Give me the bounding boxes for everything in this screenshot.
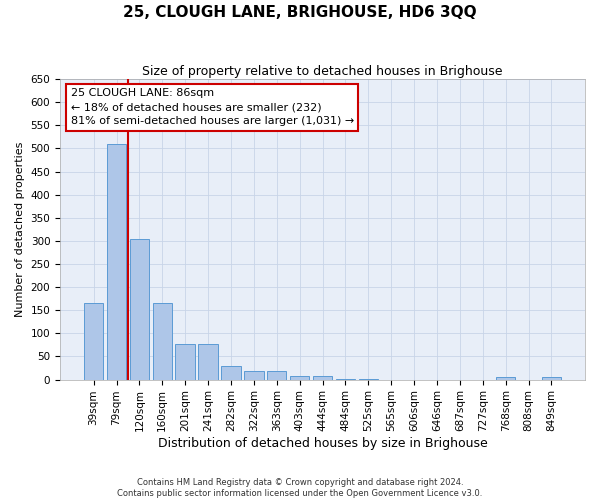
Bar (152, 304, 172, 380)
Bar (335, 378, 355, 380)
Bar (542, 378, 561, 380)
Y-axis label: Number of detached properties: Number of detached properties (15, 142, 25, 317)
Bar (175, 344, 195, 380)
Bar (290, 376, 310, 380)
Bar (107, 144, 126, 380)
Bar (199, 344, 218, 380)
Title: Size of property relative to detached houses in Brighouse: Size of property relative to detached ho… (142, 65, 503, 78)
Bar (84, 304, 103, 380)
Bar (359, 378, 378, 380)
X-axis label: Distribution of detached houses by size in Brighouse: Distribution of detached houses by size … (158, 437, 487, 450)
Text: 25 CLOUGH LANE: 86sqm
← 18% of detached houses are smaller (232)
81% of semi-det: 25 CLOUGH LANE: 86sqm ← 18% of detached … (71, 88, 354, 126)
Text: 25, CLOUGH LANE, BRIGHOUSE, HD6 3QQ: 25, CLOUGH LANE, BRIGHOUSE, HD6 3QQ (123, 5, 477, 20)
Bar (244, 371, 263, 380)
Bar (221, 366, 241, 380)
Bar (313, 376, 332, 380)
Text: Contains HM Land Registry data © Crown copyright and database right 2024.
Contai: Contains HM Land Registry data © Crown c… (118, 478, 482, 498)
Bar (267, 371, 286, 380)
Bar (496, 378, 515, 380)
Bar (130, 238, 149, 380)
